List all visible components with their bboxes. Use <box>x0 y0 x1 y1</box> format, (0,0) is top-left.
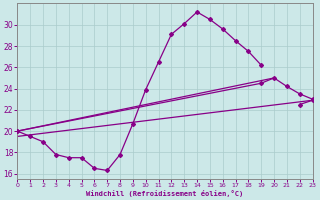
X-axis label: Windchill (Refroidissement éolien,°C): Windchill (Refroidissement éolien,°C) <box>86 190 244 197</box>
